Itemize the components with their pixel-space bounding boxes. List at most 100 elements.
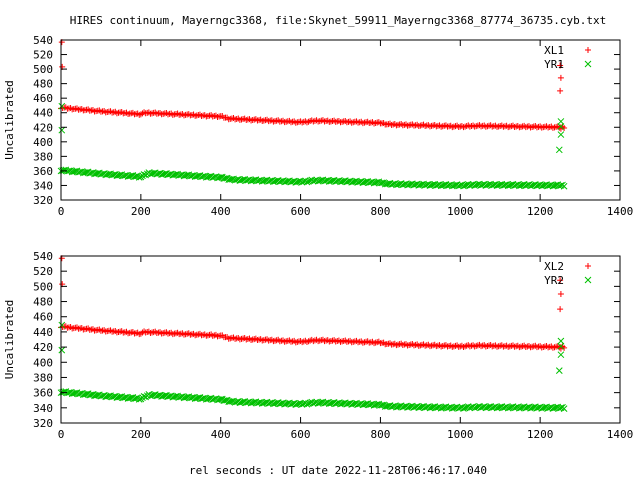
data-point [101,107,108,114]
x-tick-label: 200 [131,428,151,441]
panel-bottom-data [57,255,568,412]
data-point [196,330,203,337]
data-point-outlier [58,126,66,134]
x-tick-label: 400 [211,205,231,218]
y-tick-label: 360 [33,165,53,178]
y-tick-label: 400 [33,136,53,149]
x-tick-label: 400 [211,428,231,441]
data-point [67,323,74,330]
data-point [291,337,298,344]
panel-bottom-frame [60,255,621,424]
y-tick-label: 360 [33,387,53,400]
y-tick-label: 500 [33,63,53,76]
data-point-outlier [58,102,66,110]
data-point [62,323,69,330]
panel-bottom-ticks: 320 340 360 380 400 420 440 460 480 500 520 540 0 200… [33,250,633,441]
x-axis-label: rel seconds : UT date 2022-11-28T06:46:1… [189,464,487,477]
data-point [252,335,259,342]
x-tick-label: 1400 [607,205,634,218]
data-point-outlier [557,290,564,297]
data-point [85,325,92,332]
data-point-outlier [557,118,565,125]
data-point [157,329,164,336]
data-point [135,174,143,181]
data-point [96,107,103,114]
legend-marker [584,60,592,68]
data-point [560,405,568,412]
data-point [163,329,170,336]
data-point-outlier [557,87,564,94]
data-point [152,328,159,335]
y-tick-label: 420 [33,121,53,134]
data-point [257,336,264,343]
legend-marker [584,276,592,284]
data-point-outlier [58,321,66,329]
data-point [380,119,387,126]
data-point [230,334,237,341]
data-point [185,330,192,337]
data-point-outlier [555,367,563,374]
data-point [505,343,512,350]
data-point [527,344,534,351]
data-point [101,327,108,334]
y-tick-label: 540 [33,250,53,263]
data-point [78,106,85,113]
data-point [62,104,69,111]
data-point [174,329,181,336]
data-point [538,344,545,351]
data-point [241,335,248,342]
data-point [89,326,96,333]
data-point [85,106,92,113]
data-point [516,344,523,351]
data-point [280,337,287,344]
x-tick-label: 800 [370,205,390,218]
data-point [168,329,175,336]
data-point-outlier [557,351,565,359]
data-point-outlier [557,337,565,345]
data-point [73,324,80,331]
data-point-outlier [557,62,564,69]
data-point-outlier [557,131,565,138]
data-point-outlier [557,306,564,313]
y-tick-label: 340 [33,179,53,192]
y-tick-label: 540 [33,34,53,47]
x-tick-label: 1200 [527,205,554,218]
y-tick-label: 480 [33,78,53,91]
data-point-outlier [557,123,565,130]
y-tick-label: 320 [33,194,53,207]
panel-top-ylabel: Uncalibrated [3,80,16,159]
y-tick-label: 440 [33,107,53,120]
y-tick-label: 420 [33,341,53,354]
legend-label: YR2 [544,274,564,287]
y-tick-label: 460 [33,92,53,105]
y-tick-label: 460 [33,311,53,324]
data-point [275,336,282,343]
data-point [123,109,130,116]
data-point [246,335,253,342]
data-point [286,337,293,344]
data-point [560,182,568,190]
legend-label: XL2 [544,260,564,273]
legend-label: YR1 [544,58,564,71]
y-tick-label: 500 [33,280,53,293]
data-point [129,109,136,116]
y-tick-label: 320 [33,417,53,430]
y-tick-label: 340 [33,402,53,415]
data-point [89,107,96,114]
data-point [112,327,119,334]
x-tick-label: 0 [58,205,65,218]
data-point [264,336,271,343]
data-point-outlier [58,346,66,354]
data-point [179,330,186,337]
data-point [96,326,103,333]
y-tick-label: 440 [33,326,53,339]
data-point [190,330,197,337]
x-tick-label: 600 [291,428,311,441]
y-tick-label: 380 [33,150,53,163]
data-point [375,338,382,345]
data-point [107,327,114,334]
